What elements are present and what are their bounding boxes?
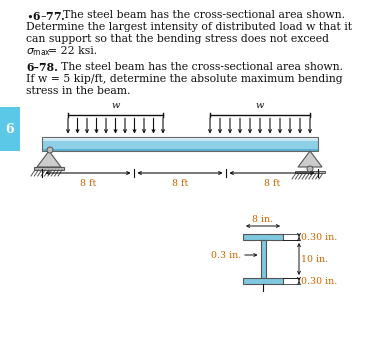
Circle shape [47,147,53,153]
Text: 10 in.: 10 in. [301,254,328,263]
Text: 6: 6 [6,122,14,135]
Polygon shape [37,151,61,167]
Text: = 22 ksi.: = 22 ksi. [48,46,97,56]
Bar [34,167,64,170]
Text: $\bullet$6–77.: $\bullet$6–77. [26,10,66,22]
Text: w: w [256,101,264,110]
Text: $\sigma_{\rm max}$: $\sigma_{\rm max}$ [26,46,51,58]
Text: If w = 5 kip/ft, determine the absolute maximum bending: If w = 5 kip/ft, determine the absolute … [26,74,343,84]
Text: can support so that the bending stress does not exceed: can support so that the bending stress d… [26,34,329,44]
Text: The steel beam has the cross-sectional area shown.: The steel beam has the cross-sectional a… [54,62,343,72]
Text: stress in the beam.: stress in the beam. [26,86,130,96]
Text: 0.3 in.: 0.3 in. [211,251,241,260]
Text: 8 in.: 8 in. [252,215,273,224]
Bar [42,137,318,141]
Text: 8 ft: 8 ft [80,179,96,188]
Bar [42,149,318,151]
Bar [42,139,318,149]
Polygon shape [298,151,322,167]
Text: 0.30 in.: 0.30 in. [301,232,337,242]
Bar [42,137,318,151]
Text: 8 ft: 8 ft [172,179,188,188]
Bar [0,107,20,151]
Text: Determine the largest intensity of distributed load w that it: Determine the largest intensity of distr… [26,22,352,32]
Text: 6–78.: 6–78. [26,62,58,73]
Bar [243,234,283,240]
Bar [295,171,325,173]
Bar [243,278,283,284]
Text: The steel beam has the cross-sectional area shown.: The steel beam has the cross-sectional a… [56,10,345,20]
Bar [42,137,318,139]
Circle shape [307,166,313,172]
Text: 0.30 in.: 0.30 in. [301,277,337,286]
Text: w: w [111,101,120,110]
Text: 8 ft: 8 ft [264,179,280,188]
Bar [261,240,265,278]
